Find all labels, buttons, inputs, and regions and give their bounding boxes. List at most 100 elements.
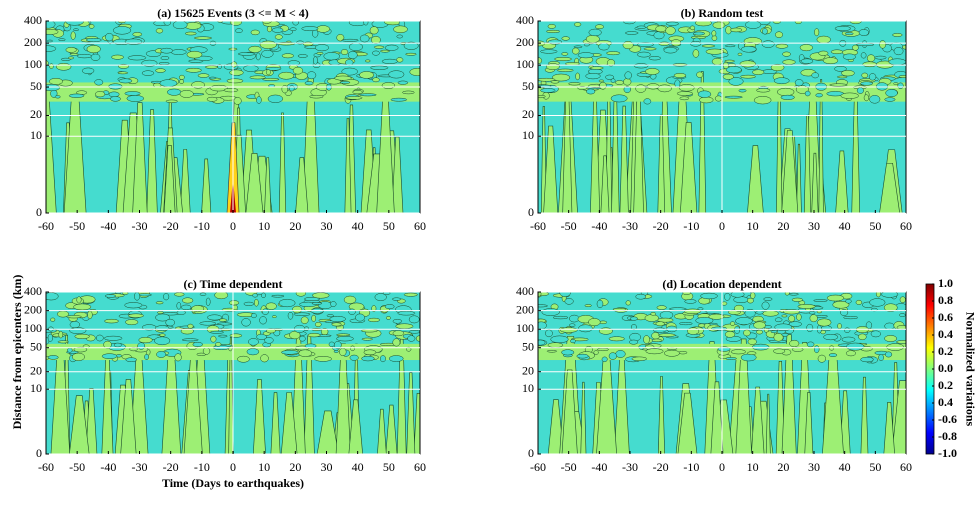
contour-blob	[653, 327, 667, 333]
contour-blob	[844, 32, 854, 36]
contour-stripe	[228, 337, 234, 454]
contour-blob	[884, 97, 896, 102]
contour-blob	[800, 58, 814, 64]
contour-blob	[643, 47, 657, 51]
contour-blob	[174, 292, 185, 297]
contour-stripe	[316, 410, 339, 454]
contour-blob	[724, 59, 735, 63]
contour-blob	[751, 343, 770, 351]
contour-blob	[392, 338, 401, 347]
contour-blob	[380, 49, 390, 53]
contour-blob	[204, 65, 219, 69]
contour-stripe	[278, 112, 287, 213]
x-tick-label: 30	[808, 219, 820, 233]
contour-blob	[172, 21, 188, 30]
contour-blob	[733, 296, 749, 304]
contour-blob	[390, 97, 408, 102]
contour-blob	[199, 321, 217, 326]
contour-blob	[866, 54, 876, 62]
contour-blob	[71, 352, 85, 361]
contour-blob	[218, 318, 227, 322]
x-tick-label: -40	[100, 460, 116, 474]
x-tick-label: 60	[900, 219, 912, 233]
contour-blob	[314, 321, 322, 327]
contour-blob	[361, 355, 375, 362]
contour-blob	[160, 56, 170, 61]
contour-blob	[403, 41, 419, 50]
x-tick-label: -60	[38, 219, 54, 233]
contour-blob	[830, 49, 844, 55]
contour-blob	[574, 22, 582, 27]
contour-blob	[156, 351, 167, 358]
contour-blob	[176, 302, 182, 310]
contour-stripe	[710, 381, 724, 454]
contour-blob	[818, 50, 829, 56]
contour-blob	[371, 36, 381, 44]
contour-blob	[271, 27, 284, 33]
contour-stripe	[280, 392, 298, 454]
contour-blob	[316, 25, 331, 33]
contour-blob	[608, 352, 617, 360]
contour-blob	[57, 340, 69, 344]
contour-blob	[770, 63, 785, 72]
contour-stripe	[804, 392, 814, 454]
contour-blob	[68, 93, 85, 98]
contour-blob	[687, 327, 700, 335]
contour-blob	[655, 25, 667, 33]
contour-blob	[363, 349, 377, 356]
contour-blob	[610, 78, 616, 83]
contour-blob	[794, 79, 804, 87]
contour-stripe	[344, 117, 352, 213]
contour-blob	[73, 28, 79, 32]
contour-blob	[730, 27, 743, 33]
contour-blob	[682, 292, 691, 295]
contour-blob	[385, 316, 391, 320]
contour-blob	[70, 31, 76, 40]
contour-blob	[658, 41, 671, 46]
contour-blob	[144, 354, 149, 360]
x-tick-label: 40	[352, 460, 364, 474]
contour-stripe	[543, 125, 559, 213]
contour-blob	[546, 29, 561, 33]
contour-stripe	[295, 157, 309, 213]
contour-stripe	[270, 392, 281, 454]
contour-blob	[355, 313, 365, 322]
contour-blob	[837, 323, 842, 329]
y-tick-label: 50	[522, 79, 534, 93]
contour-blob	[538, 339, 546, 346]
contour-blob	[243, 301, 255, 306]
contour-blob	[127, 313, 144, 318]
contour-stripe	[146, 109, 158, 213]
contour-blob	[73, 346, 88, 353]
contour-blob	[743, 329, 751, 337]
contour-blob	[883, 303, 898, 312]
y-tick-label: 20	[522, 363, 534, 377]
contour-blob	[348, 42, 363, 51]
x-tick-label: 20	[777, 219, 789, 233]
contour-blob	[624, 71, 632, 80]
panel-title: (b) Random test	[681, 6, 764, 20]
contour-blob	[799, 44, 813, 52]
contour-blob	[538, 304, 548, 308]
contour-blob	[388, 355, 404, 362]
contour-blob	[630, 324, 637, 331]
contour-stripe	[561, 369, 578, 454]
contour-blob	[343, 295, 357, 304]
contour-blob	[118, 78, 133, 84]
contour-blob	[202, 347, 211, 355]
contour-blob	[755, 310, 764, 315]
panel-title: (a) 15625 Events (3 <= M < 4)	[157, 6, 309, 20]
contour-blob	[359, 71, 375, 79]
contour-blob	[361, 337, 373, 341]
contour-blob	[601, 356, 608, 363]
x-tick-label: -30	[132, 219, 148, 233]
contour-blob	[556, 68, 574, 72]
contour-blob	[397, 310, 416, 316]
y-tick-label: 10	[522, 381, 534, 395]
contour-stripe	[680, 122, 698, 213]
contour-stripe	[883, 401, 895, 454]
contour-blob	[264, 337, 274, 344]
contour-blob	[379, 355, 386, 363]
contour-blob	[186, 50, 203, 59]
contour-blob	[583, 43, 590, 47]
